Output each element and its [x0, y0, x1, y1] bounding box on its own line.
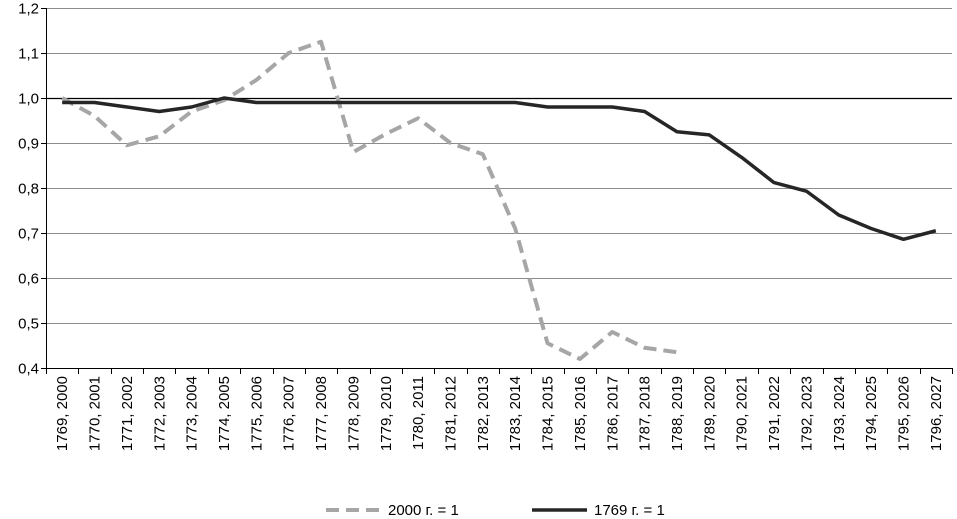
x-tick-label: 1780, 2011: [410, 376, 427, 450]
x-tick-label: 1790, 2021: [734, 376, 751, 451]
series-lines: [61, 39, 937, 361]
legend-label-2: 1769 г. = 1: [594, 502, 665, 519]
x-tick-label: 1776, 2007: [281, 376, 298, 451]
x-tick-label: 1769, 2000: [54, 376, 71, 451]
x-tick-label: 1783, 2014: [507, 376, 524, 451]
axes: [41, 8, 953, 374]
x-tick-label: 1772, 2003: [151, 376, 168, 451]
x-tick-label: 1775, 2006: [248, 376, 265, 451]
x-tick-label: 1773, 2004: [184, 376, 201, 451]
x-tick-label: 1777, 2008: [313, 376, 330, 451]
y-tick-label: 1,0: [18, 91, 39, 108]
x-tick-label: 1791, 2022: [766, 376, 783, 451]
x-tick-label: 1788, 2019: [669, 376, 686, 451]
x-tick-label: 1796, 2027: [928, 376, 945, 451]
y-tick-label: 0,9: [18, 136, 39, 153]
y-tick-label: 1,2: [18, 1, 39, 18]
x-tick-label: 1786, 2017: [604, 376, 621, 451]
y-tick-label: 0,8: [18, 181, 39, 198]
y-tick-label: 0,7: [18, 226, 39, 243]
x-tick-label: 1779, 2010: [378, 376, 395, 451]
x-tick-label: 1781, 2012: [442, 376, 459, 451]
gridlines: [46, 8, 952, 324]
x-tick-label: 1793, 2024: [831, 376, 848, 451]
series-line-1: [61, 39, 678, 361]
legend-label-1: 2000 г. = 1: [388, 502, 459, 519]
series-line-2: [62, 96, 937, 242]
x-tick-label: 1789, 2020: [701, 376, 718, 451]
x-tick-label: 1784, 2015: [540, 376, 557, 451]
y-tick-label: 1,1: [18, 46, 39, 63]
x-tick-label: 1778, 2009: [345, 376, 362, 451]
x-tick-label: 1782, 2013: [475, 376, 492, 451]
x-tick-labels: 1769, 2000 1770, 2001 1771, 2002 1772, 2003…: [54, 376, 945, 451]
x-tick-label: 1794, 2025: [863, 376, 880, 451]
x-tick-label: 1770, 2001: [87, 376, 104, 451]
x-tick-label: 1792, 2023: [798, 376, 815, 451]
x-tick-label: 1771, 2002: [119, 376, 136, 451]
y-tick-labels: 0,4 0,5 0,6 0,7 0,8 0,9 1,0 1,1 1,2: [18, 1, 39, 378]
x-tick-label: 1774, 2005: [216, 376, 233, 451]
y-tick-label: 0,6: [18, 271, 39, 288]
x-tick-label: 1795, 2026: [895, 376, 912, 451]
x-tick-label: 1787, 2018: [637, 376, 654, 451]
y-tick-label: 0,5: [18, 316, 39, 333]
x-tick-label: 1785, 2016: [572, 376, 589, 451]
y-tick-label: 0,4: [18, 361, 39, 378]
legend: 2000 г. = 1 1769 г. = 1: [326, 502, 665, 519]
